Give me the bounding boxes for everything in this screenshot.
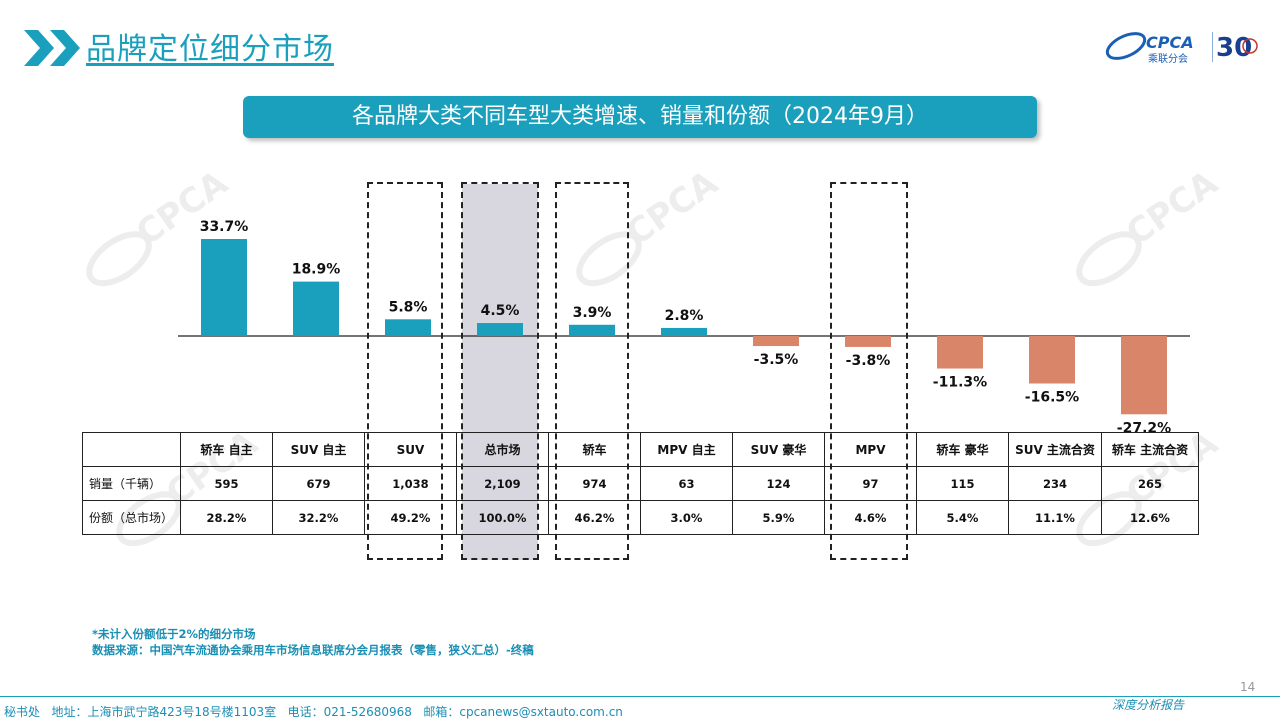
svg-text:乘联分会: 乘联分会 xyxy=(1148,52,1188,65)
column-header: SUV 豪华 xyxy=(732,432,825,467)
highlight-box-total-market xyxy=(461,182,539,560)
page-title: 品牌定位细分市场 xyxy=(86,32,334,67)
table-cell: 124 xyxy=(732,466,825,501)
table-cell: 28.2% xyxy=(180,500,273,535)
bar xyxy=(753,336,799,347)
table-corner xyxy=(82,432,181,467)
footer-tagline: 深度分析报告 xyxy=(1112,698,1185,712)
column-header: SUV 自主 xyxy=(272,432,365,467)
table-cell: 595 xyxy=(180,466,273,501)
table-cell: 63 xyxy=(640,466,733,501)
row-header: 份额（总市场） xyxy=(82,500,181,535)
bar xyxy=(477,323,523,336)
table-cell: 5.4% xyxy=(916,500,1009,535)
highlight-box-sedan xyxy=(555,182,629,560)
table-cell: 265 xyxy=(1101,466,1199,501)
bar xyxy=(1029,336,1075,384)
table-row: 销量（千辆） 595 679 1,038 2,109 974 63 124 97… xyxy=(82,466,1199,501)
bar-value-label: -16.5% xyxy=(1025,389,1079,405)
bar-value-label: -3.5% xyxy=(754,352,799,368)
bar-value-label: 33.7% xyxy=(200,219,249,235)
bar-value-label: -11.3% xyxy=(933,375,987,391)
page-number: 14 xyxy=(1240,680,1256,694)
cpca-logo: CPCA 乘联分会 xyxy=(1105,32,1194,65)
table-cell: 32.2% xyxy=(272,500,365,535)
svg-text:30: 30 xyxy=(1216,33,1252,63)
column-header: SUV 主流合资 xyxy=(1008,432,1102,467)
footnote-share: *未计入份额低于2%的细分市场 xyxy=(92,627,256,641)
column-header: 轿车 主流合资 xyxy=(1101,432,1199,467)
growth-bar-chart: 33.7% 18.9% 5.8% 4.5% 3.9% 2.8% -3.5% -3.8% -11.… xyxy=(178,219,1190,436)
table-cell: 12.6% xyxy=(1101,500,1199,535)
bar-value-label: -3.8% xyxy=(846,353,891,369)
highlight-box-suv xyxy=(367,182,443,560)
bar xyxy=(293,281,339,336)
anniversary-logo: 30 xyxy=(1212,32,1258,63)
svg-text:CPCA: CPCA xyxy=(1146,33,1194,52)
bar-value-label: 5.8% xyxy=(389,299,428,315)
footnote-source: 数据来源：中国汽车流通协会乘用车市场信息联席分会月报表（零售，狭义汇总）-终稿 xyxy=(92,643,534,657)
chevron-arrows-icon xyxy=(24,30,80,66)
column-header: MPV 自主 xyxy=(640,432,733,467)
bar-value-label: 3.9% xyxy=(573,305,612,321)
bar xyxy=(1121,336,1167,415)
bar-value-label: 18.9% xyxy=(292,262,341,278)
bar xyxy=(385,319,431,336)
column-header: 轿车 自主 xyxy=(180,432,273,467)
data-table: 轿车 自主 SUV 自主 SUV 总市场 轿车 MPV 自主 SUV 豪华 MP… xyxy=(82,432,1199,535)
bar xyxy=(661,327,707,336)
highlight-box-mpv xyxy=(830,182,908,560)
table-row: 份额（总市场） 28.2% 32.2% 49.2% 100.0% 46.2% 3… xyxy=(82,500,1199,535)
table-cell: 100.0% xyxy=(456,500,549,535)
table-header-row: 轿车 自主 SUV 自主 SUV 总市场 轿车 MPV 自主 SUV 豪华 MP… xyxy=(82,432,1199,467)
bar xyxy=(937,336,983,369)
bar-value-label: 4.5% xyxy=(481,303,520,319)
table-cell: 115 xyxy=(916,466,1009,501)
table-cell: 46.2% xyxy=(548,500,641,535)
table-cell: 11.1% xyxy=(1008,500,1102,535)
table-cell: 4.6% xyxy=(824,500,917,535)
table-cell: 234 xyxy=(1008,466,1102,501)
row-header: 销量（千辆） xyxy=(82,466,181,501)
column-header: 轿车 豪华 xyxy=(916,432,1009,467)
bar xyxy=(201,239,247,336)
table-cell: 5.9% xyxy=(732,500,825,535)
table-cell: 679 xyxy=(272,466,365,501)
column-header: 轿车 xyxy=(548,432,641,467)
bar-value-label: 2.8% xyxy=(665,308,704,324)
table-cell: 3.0% xyxy=(640,500,733,535)
bar xyxy=(569,324,615,336)
chart-title-banner: 各品牌大类不同车型大类增速、销量和份额（2024年9月） xyxy=(243,96,1037,138)
footer-contact: 秘书处 地址：上海市武宁路423号18号楼1103室 电话：021-526809… xyxy=(4,705,623,719)
footer-divider xyxy=(0,696,1280,697)
table-cell: 97 xyxy=(824,466,917,501)
bar xyxy=(845,336,891,347)
